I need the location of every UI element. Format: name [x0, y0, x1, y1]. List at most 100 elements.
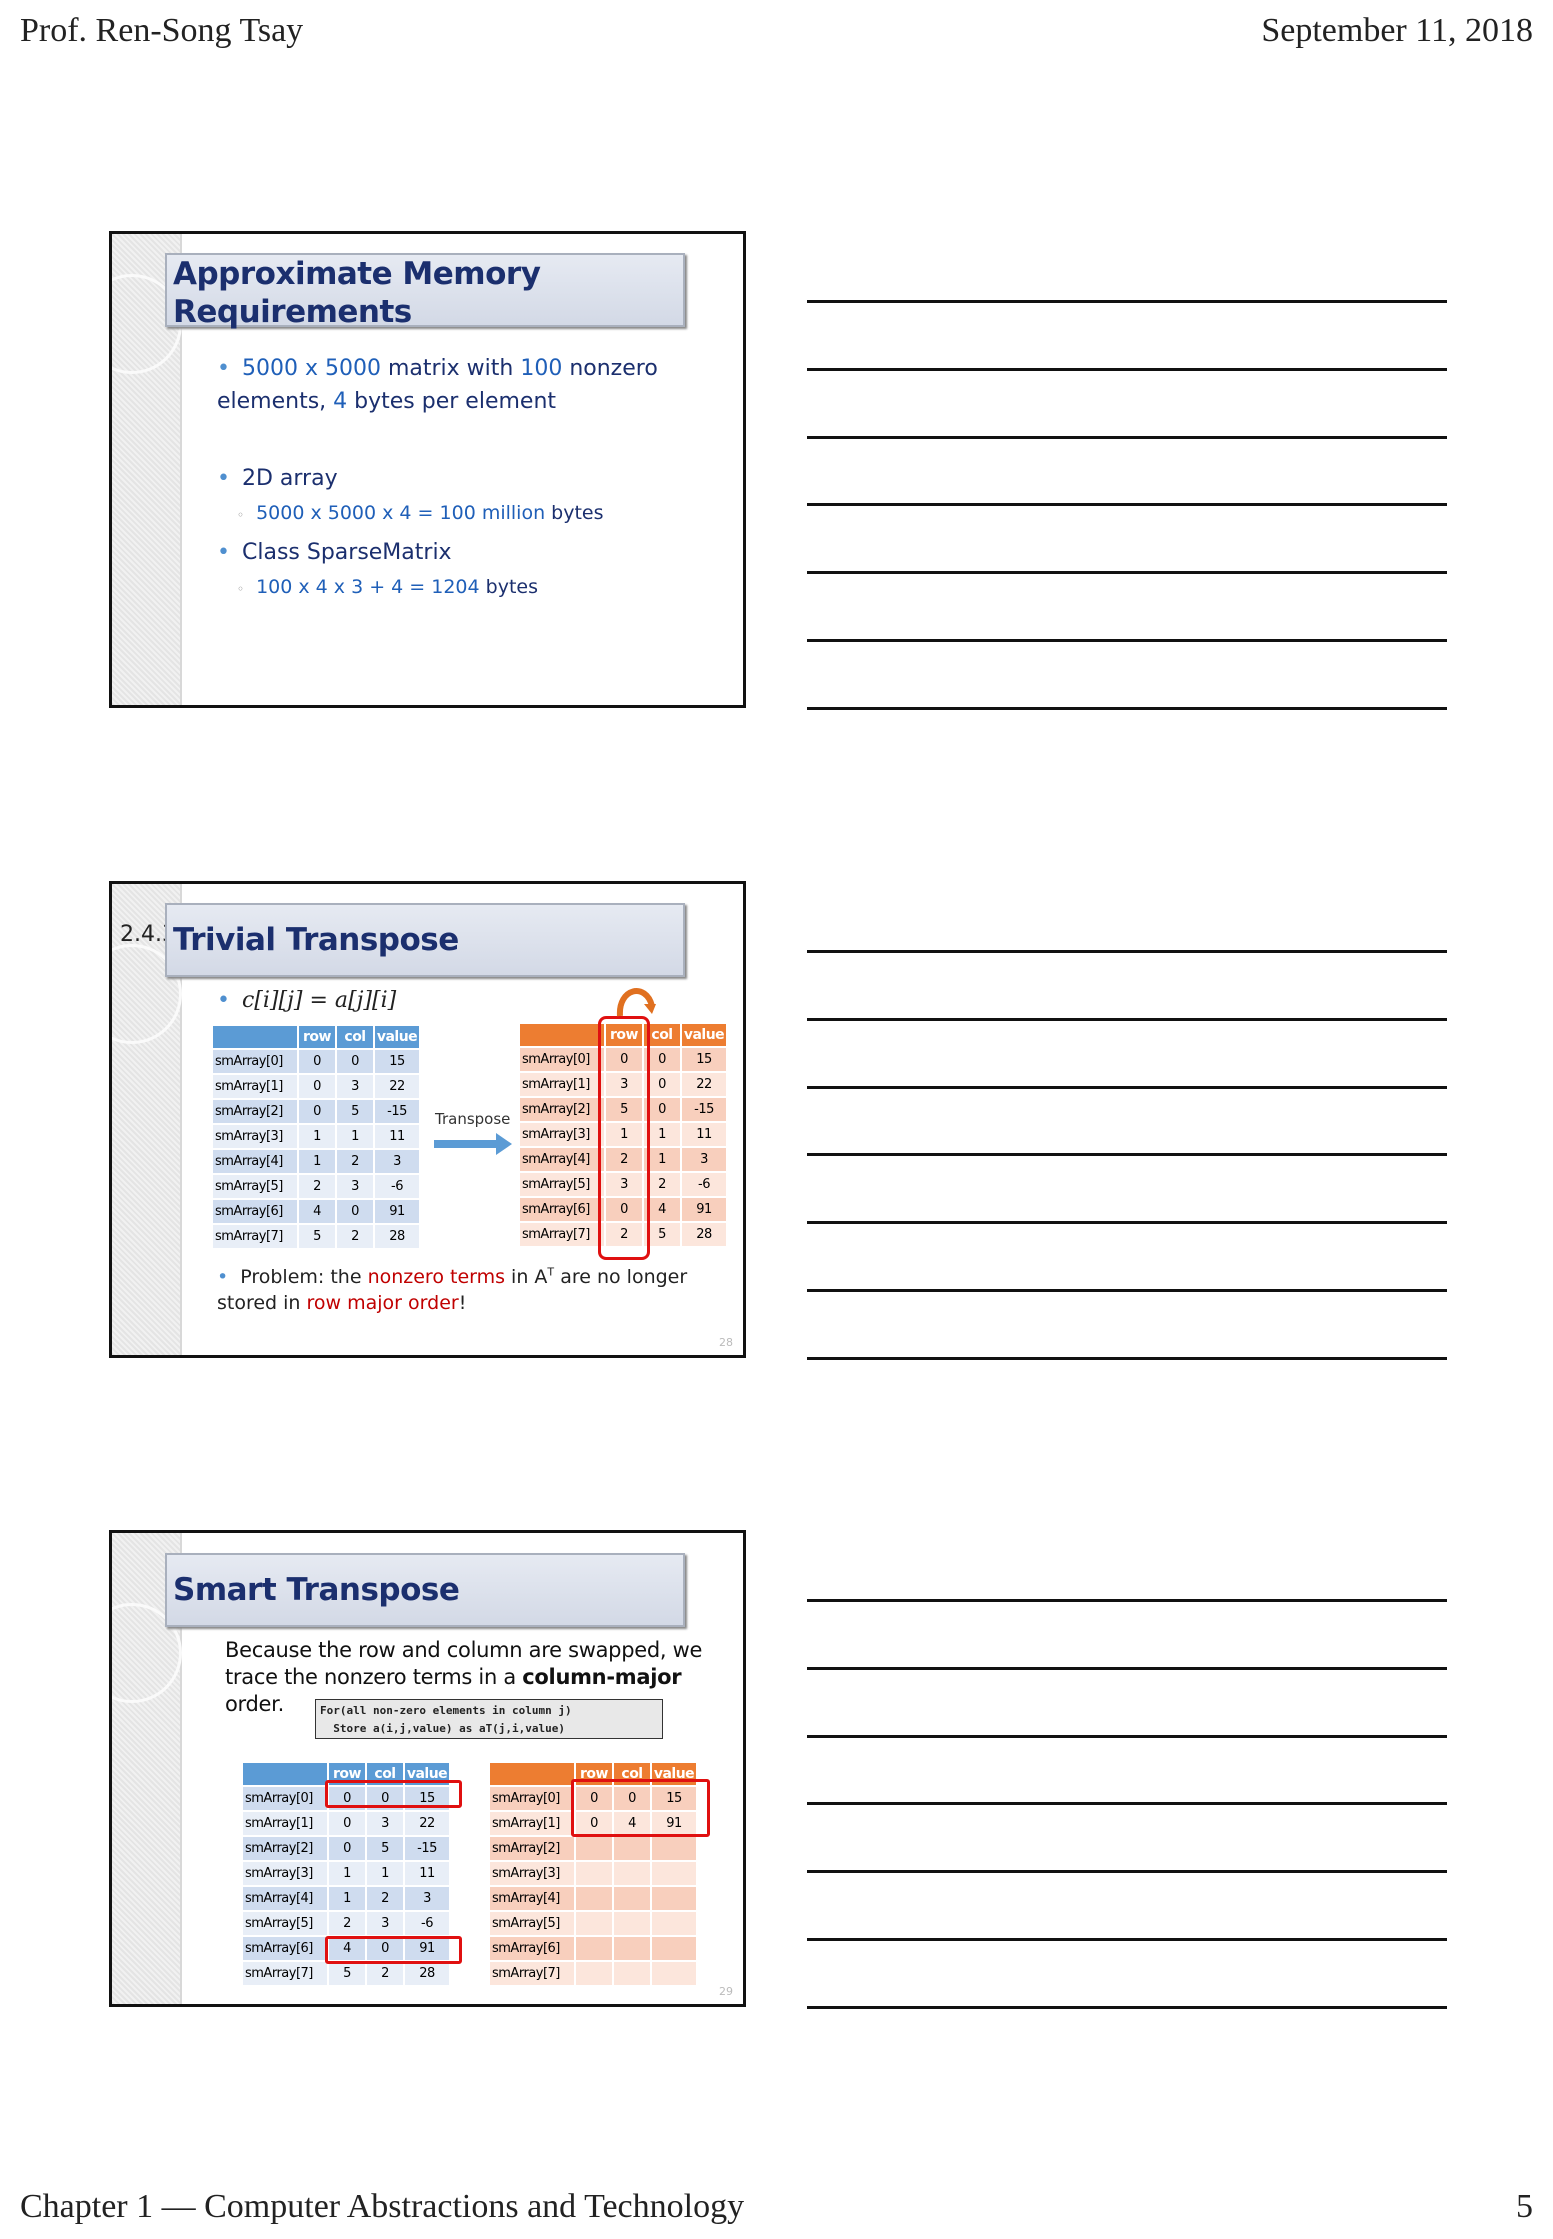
- table-cell: 0: [327, 1835, 367, 1862]
- slide-trivial-transpose: 2.4.3 Trivial Transpose • c[i][j] = a[j][…: [109, 881, 746, 1358]
- table-cell: [574, 1860, 614, 1887]
- table-cell: 4: [297, 1198, 337, 1225]
- column-header: [518, 1022, 606, 1048]
- formula: • c[i][j] = a[j][i]: [217, 988, 397, 1013]
- slide-smart-transpose: Smart Transpose Because the row and colu…: [109, 1530, 746, 2007]
- bullet-text: 2D array: [241, 466, 338, 491]
- note-line: [807, 1734, 1447, 1738]
- column-header: value: [680, 1022, 728, 1048]
- table-cell: [650, 1885, 698, 1912]
- table-cell: 3: [604, 1071, 644, 1098]
- table-cell: -15: [373, 1098, 421, 1125]
- table-row: smArray[4]: [488, 1885, 698, 1912]
- table-row: smArray[1] 0 4 91: [488, 1810, 698, 1837]
- note-line: [807, 1289, 1447, 1292]
- table-cell: 0: [604, 1046, 644, 1073]
- text-segment: 5000 x 5000: [241, 356, 381, 381]
- row-label: smArray[5]: [211, 1173, 299, 1200]
- row-label: smArray[2]: [488, 1835, 576, 1862]
- text-segment: matrix with: [380, 356, 521, 381]
- table-cell: [612, 1860, 652, 1887]
- row-label: smArray[7]: [488, 1960, 576, 1987]
- sub-bullet-sparse: ◦ 100 x 4 x 3 + 4 = 1204 bytes: [237, 576, 538, 598]
- table-cell: 91: [680, 1196, 728, 1223]
- row-label: smArray[5]: [488, 1910, 576, 1937]
- note-line: [807, 1870, 1447, 1874]
- table-cell: 3: [365, 1810, 405, 1837]
- table-cell: 91: [373, 1198, 421, 1225]
- table-row: smArray[6] 4 0 91: [211, 1198, 421, 1225]
- text-segment: in A: [505, 1266, 548, 1289]
- note-line: [807, 367, 1447, 371]
- table-row: smArray[0] 0 0 15: [488, 1785, 698, 1812]
- row-label: smArray[2]: [241, 1835, 329, 1862]
- table-cell: 2: [335, 1148, 375, 1175]
- table-cell: 28: [680, 1221, 728, 1248]
- table-cell: -6: [680, 1171, 728, 1198]
- header-author: Prof. Ren-Song Tsay: [20, 12, 304, 49]
- table-row: smArray[5] 2 3 -6: [211, 1173, 421, 1200]
- note-line: [807, 1802, 1447, 1806]
- row-label: smArray[6]: [488, 1935, 576, 1962]
- table-cell: -15: [680, 1096, 728, 1123]
- table-row: smArray[2] 0 5 -15: [211, 1098, 421, 1125]
- bullet-2d-array: • 2D array: [217, 466, 338, 491]
- row-label: smArray[2]: [518, 1096, 606, 1123]
- row-label: smArray[4]: [518, 1146, 606, 1173]
- note-line: [807, 1221, 1447, 1225]
- table-cell: [612, 1910, 652, 1937]
- table-row: smArray[0] 0 0 15: [518, 1046, 728, 1073]
- table-row: smArray[5] 2 3 -6: [241, 1910, 451, 1937]
- note-line: [807, 1938, 1447, 1941]
- text-segment: are no longer stored in: [217, 1266, 688, 1315]
- table-cell: [574, 1885, 614, 1912]
- row-label: smArray[0]: [241, 1785, 329, 1812]
- table-cell: [650, 1860, 698, 1887]
- table-cell: 28: [373, 1223, 421, 1250]
- table-row: smArray[1] 3 0 22: [518, 1071, 728, 1098]
- table-cell: 2: [365, 1885, 405, 1912]
- note-line: [807, 1085, 1447, 1089]
- table-row: smArray[3]: [488, 1860, 698, 1887]
- transposed-table: row col value smArray[0] 0 0 15 smArray[1] 0 4 91 s…: [488, 1761, 698, 1987]
- column-header: value: [650, 1761, 698, 1787]
- table-cell: 1: [604, 1121, 644, 1148]
- column-header: [488, 1761, 576, 1787]
- slide-page-number: 29: [719, 1985, 733, 1998]
- table-cell: 15: [680, 1046, 728, 1073]
- note-line: [807, 1153, 1447, 1157]
- note-line: [807, 2005, 1447, 2009]
- row-label: smArray[4]: [211, 1148, 299, 1175]
- column-header: value: [373, 1024, 421, 1050]
- table-row: smArray[4] 1 2 3: [241, 1885, 451, 1912]
- slide-page-number: 28: [719, 1336, 733, 1349]
- note-line: [807, 1356, 1447, 1360]
- table-cell: 3: [403, 1885, 451, 1912]
- table-cell: 0: [365, 1935, 405, 1962]
- table-cell: 5: [335, 1098, 375, 1125]
- table-row: smArray[0] 0 0 15: [211, 1048, 421, 1075]
- row-label: smArray[7]: [211, 1223, 299, 1250]
- table-cell: [650, 1935, 698, 1962]
- table-cell: 1: [297, 1123, 337, 1150]
- row-label: smArray[4]: [488, 1885, 576, 1912]
- column-header: col: [612, 1761, 652, 1787]
- row-label: smArray[6]: [211, 1198, 299, 1225]
- slide-title-box: Approximate Memory Requirements: [165, 253, 685, 330]
- table-cell: 5: [327, 1960, 367, 1987]
- column-header: [241, 1761, 329, 1787]
- table-cell: 3: [335, 1073, 375, 1100]
- table-row: smArray[7] 2 5 28: [518, 1221, 728, 1248]
- table-cell: [574, 1910, 614, 1937]
- pseudocode-box: For(all non-zero elements in column j) S…: [315, 1699, 663, 1739]
- table-cell: [574, 1835, 614, 1862]
- table-cell: 2: [297, 1173, 337, 1200]
- row-label: smArray[0]: [518, 1046, 606, 1073]
- table-cell: [574, 1960, 614, 1987]
- row-label: smArray[6]: [518, 1196, 606, 1223]
- table-cell: 4: [327, 1935, 367, 1962]
- code-line: Store a(i,j,value) as aT(j,i,value): [320, 1722, 566, 1735]
- table-row: smArray[4] 1 2 3: [211, 1148, 421, 1175]
- table-cell: 3: [335, 1173, 375, 1200]
- table-cell: 5: [365, 1835, 405, 1862]
